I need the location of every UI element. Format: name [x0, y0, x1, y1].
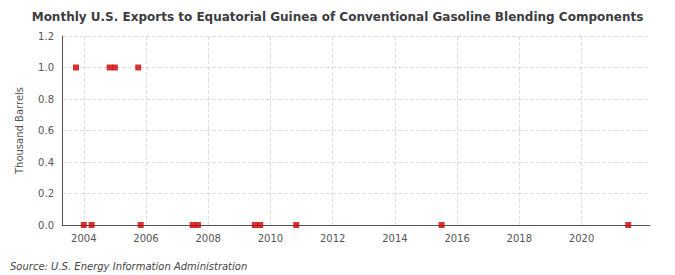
- svg-text:2018: 2018: [507, 233, 532, 244]
- svg-text:1.0: 1.0: [38, 62, 54, 73]
- svg-text:2006: 2006: [133, 233, 158, 244]
- svg-text:Monthly U.S. Exports to Equato: Monthly U.S. Exports to Equatorial Guine…: [32, 10, 644, 24]
- svg-text:Thousand Barrels: Thousand Barrels: [14, 87, 25, 175]
- svg-text:0.4: 0.4: [38, 157, 54, 168]
- svg-text:2008: 2008: [195, 233, 220, 244]
- svg-text:0.6: 0.6: [38, 125, 54, 136]
- svg-text:1.2: 1.2: [38, 31, 54, 42]
- svg-text:2014: 2014: [382, 233, 407, 244]
- svg-text:0.0: 0.0: [38, 220, 54, 231]
- svg-text:2010: 2010: [258, 233, 283, 244]
- svg-text:2020: 2020: [569, 233, 594, 244]
- svg-text:2012: 2012: [320, 233, 345, 244]
- svg-text:0.2: 0.2: [38, 188, 54, 199]
- svg-text:Source: U.S. Energy Informatio: Source: U.S. Energy Information Administ…: [10, 261, 247, 272]
- svg-text:2004: 2004: [71, 233, 96, 244]
- svg-text:2016: 2016: [444, 233, 469, 244]
- svg-text:0.8: 0.8: [38, 94, 54, 105]
